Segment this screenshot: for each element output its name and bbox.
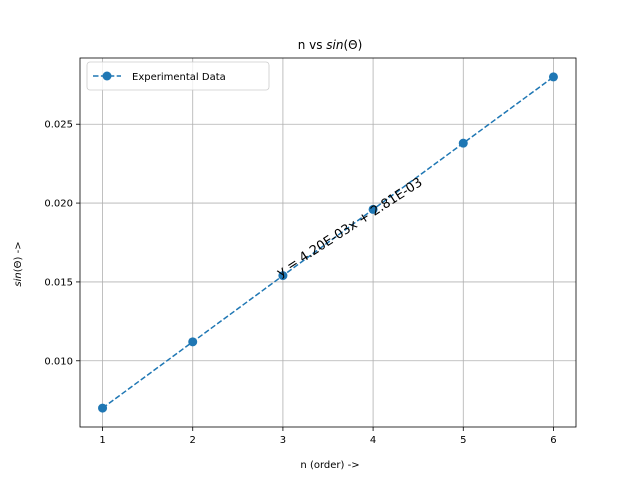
y-tick-label: 0.015 bbox=[44, 277, 73, 288]
legend-marker-sample bbox=[102, 71, 112, 81]
plot-frame bbox=[79, 57, 577, 428]
grid-lines bbox=[80, 58, 576, 427]
legend-entry-label: Experimental Data bbox=[132, 72, 226, 83]
x-tick-label: 3 bbox=[280, 435, 286, 446]
fit-equation-annotation: y = 4.20E-03x + 2.81E-03 bbox=[274, 175, 425, 280]
x-tick-label: 6 bbox=[550, 435, 556, 446]
legend-box bbox=[86, 61, 270, 91]
legend: Experimental Data bbox=[86, 61, 270, 91]
data-point bbox=[278, 271, 288, 281]
data-point bbox=[98, 403, 108, 413]
chart-title-italic: sin bbox=[326, 38, 343, 52]
x-tick-label: 2 bbox=[190, 435, 196, 446]
series-group bbox=[98, 72, 558, 413]
x-tick-label: 5 bbox=[460, 435, 466, 446]
y-axis-label: sin(Θ) -> bbox=[13, 241, 24, 286]
data-point bbox=[188, 337, 198, 347]
y-axis-label-suffix: (Θ) -> bbox=[13, 241, 24, 272]
chart-title-suffix: (Θ) bbox=[343, 38, 362, 52]
x-tick-label: 4 bbox=[370, 435, 376, 446]
data-point bbox=[458, 138, 468, 148]
chart-title-prefix: n vs bbox=[298, 38, 327, 52]
y-axis-label-italic: sin bbox=[13, 272, 24, 286]
x-axis-label: n (order) -> bbox=[300, 460, 359, 471]
data-point bbox=[548, 72, 558, 82]
y-tick-label: 0.020 bbox=[44, 199, 73, 210]
chart-title: n vs sin(Θ) bbox=[298, 38, 363, 52]
data-point bbox=[368, 204, 378, 214]
y-axis-ticks: 0.010 0.015 0.020 0.025 bbox=[44, 120, 80, 367]
series-line bbox=[102, 76, 554, 409]
x-tick-label: 1 bbox=[99, 435, 105, 446]
y-tick-label: 0.010 bbox=[44, 356, 73, 367]
y-tick-label: 0.025 bbox=[44, 120, 73, 131]
x-axis-ticks: 1 2 3 4 5 6 bbox=[99, 427, 557, 446]
